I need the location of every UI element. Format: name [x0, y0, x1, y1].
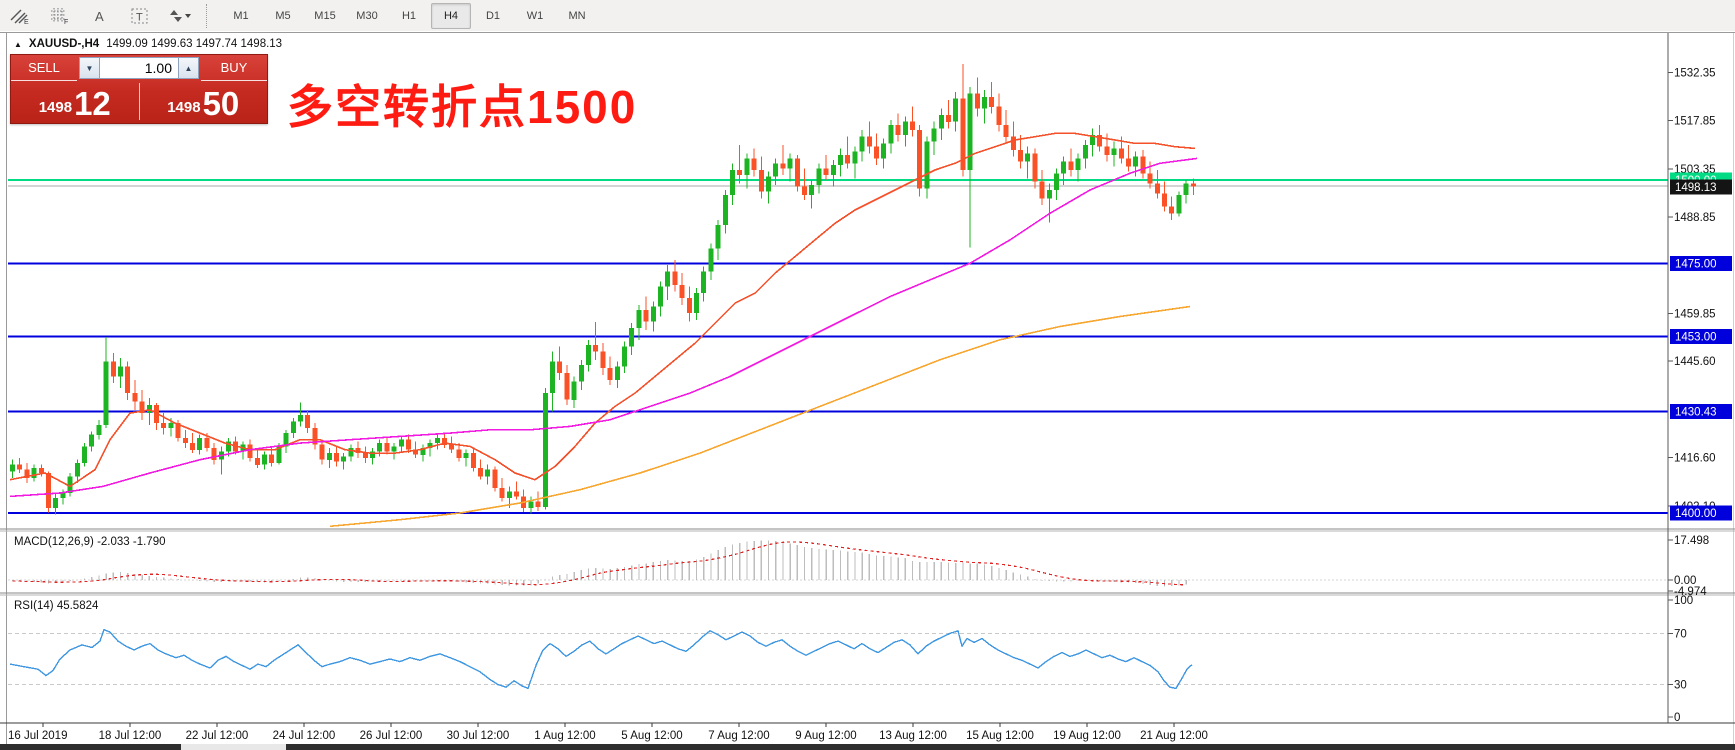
macd-scale-label: 0.00 — [1674, 575, 1696, 587]
price-label-1400.00: 1400.00 — [1670, 505, 1732, 521]
current-price-label: 1498.13 — [1670, 179, 1732, 195]
symbol-name: XAUUSD-,H4 — [28, 38, 100, 50]
toolbar-separator — [206, 3, 214, 28]
volume-input[interactable] — [100, 57, 178, 79]
svg-text:F: F — [64, 19, 68, 25]
chart-canvas[interactable]: 1532.35 1517.85 1503.35 1488.85 1459.85 1445.… — [0, 31, 1735, 750]
volume-spinner: ▼ ▲ — [77, 55, 201, 81]
price-tick-label: 1459.85 — [1674, 309, 1716, 321]
annotation-text: 多空转折点1500 — [287, 81, 638, 133]
time-tick-label: 22 Jul 12:00 — [186, 730, 249, 742]
time-tick-label: 15 Aug 12:00 — [966, 730, 1034, 742]
rsi-scale-label: 70 — [1674, 628, 1687, 640]
buy-button[interactable]: BUY — [201, 55, 267, 81]
buy-price-big: 50 — [202, 85, 240, 122]
time-tick-label: 9 Aug 12:00 — [795, 730, 856, 742]
time-tick-label: 16 Jul 2019 — [8, 730, 67, 742]
svg-text:A: A — [95, 9, 104, 24]
timeframe-group: M1 M5 M15 M30 H1 H4 D1 W1 MN — [220, 2, 598, 29]
timeframe-MN[interactable]: MN — [568, 9, 586, 22]
ohlc-readout: 1499.09 1499.63 1497.74 1498.13 — [106, 38, 283, 50]
price-tick-label: 1517.85 — [1674, 116, 1716, 128]
svg-text:1453.00: 1453.00 — [1675, 332, 1717, 344]
buy-price-small: 1498 — [167, 99, 201, 116]
timeframe-M15[interactable]: M15 — [314, 9, 336, 22]
price-tick-label: 1488.85 — [1674, 212, 1716, 224]
svg-text:T: T — [136, 11, 143, 23]
text-label-icon[interactable]: A — [81, 2, 119, 30]
time-tick-label: 5 Aug 12:00 — [621, 730, 682, 742]
trade-panel-divider — [138, 83, 140, 120]
timeframe-W1[interactable]: W1 — [526, 9, 544, 22]
rsi-scale-label: 30 — [1674, 680, 1687, 692]
macd-scale-label: -4.974 — [1674, 586, 1707, 598]
svg-text:1430.43: 1430.43 — [1675, 407, 1717, 419]
rsi-scale-label: 100 — [1674, 595, 1693, 607]
price-tick-label: 1445.60 — [1674, 356, 1716, 368]
equidistant-channel-icon[interactable]: E — [1, 2, 39, 30]
ma-fast-red — [9, 132, 1196, 488]
top-toolbar: E F A T M1 M5 M15 M30 H1 H4 D1 W1 MN — [0, 0, 1735, 32]
text-tool-icon[interactable]: T — [121, 2, 159, 30]
price-label-1475.00: 1475.00 — [1670, 255, 1732, 271]
time-tick-label: 1 Aug 12:00 — [534, 730, 595, 742]
volume-decrease-button[interactable]: ▼ — [79, 57, 100, 79]
macd-signal-line — [12, 541, 1187, 586]
time-tick-label: 24 Jul 12:00 — [273, 730, 336, 742]
collapse-triangle-icon[interactable]: ▲ — [14, 39, 22, 49]
time-tick-label: 19 Aug 12:00 — [1053, 730, 1121, 742]
svg-text:1400.00: 1400.00 — [1675, 508, 1717, 520]
price-label-1453.00: 1453.00 — [1670, 329, 1732, 344]
time-tick-label: 30 Jul 12:00 — [447, 730, 510, 742]
sell-price[interactable]: 1498 12 — [11, 81, 139, 122]
time-tick-label: 7 Aug 12:00 — [708, 730, 769, 742]
ma-mid-magenta — [9, 157, 1198, 498]
macd-scale-label: 17.498 — [1674, 535, 1709, 547]
timeframe-M30[interactable]: M30 — [356, 9, 378, 22]
sell-button[interactable]: SELL — [11, 55, 77, 81]
svg-text:1498.13: 1498.13 — [1675, 182, 1717, 194]
rsi-scale-label: 0 — [1674, 712, 1680, 724]
sell-price-big: 12 — [74, 85, 111, 122]
one-click-trade-panel: SELL ▼ ▲ BUY 1498 12 1498 50 — [10, 54, 268, 124]
timeframe-M1[interactable]: M1 — [233, 9, 249, 22]
timeframe-M5[interactable]: M5 — [275, 9, 291, 22]
macd-label: MACD(12,26,9) -2.033 -1.790 — [14, 536, 166, 548]
timeframe-D1[interactable]: D1 — [485, 9, 501, 22]
time-tick-label: 13 Aug 12:00 — [879, 730, 947, 742]
rsi-label: RSI(14) 45.5824 — [14, 600, 99, 612]
price-label-1430.43: 1430.43 — [1670, 404, 1732, 420]
timeframe-H1[interactable]: H1 — [401, 9, 417, 22]
sell-price-small: 1498 — [38, 99, 73, 116]
buy-price[interactable]: 1498 50 — [140, 81, 268, 122]
volume-increase-button[interactable]: ▲ — [178, 57, 199, 79]
time-tick-label: 18 Jul 12:00 — [99, 730, 162, 742]
price-tick-label: 1532.35 — [1674, 67, 1716, 79]
symbol-header: ▲ XAUUSD-,H4 1499.09 1499.63 1497.74 149… — [14, 38, 282, 50]
fibonacci-grid-icon[interactable]: F — [41, 2, 79, 30]
price-tick-label: 1416.60 — [1674, 453, 1716, 465]
ma-slow-orange — [329, 305, 1191, 528]
timeframe-H4[interactable]: H4 — [431, 2, 471, 29]
svg-text:1475.00: 1475.00 — [1675, 258, 1717, 270]
time-tick-label: 26 Jul 12:00 — [360, 730, 423, 742]
time-tick-label: 21 Aug 12:00 — [1140, 730, 1208, 742]
arrows-tool-icon[interactable] — [161, 2, 199, 30]
chart-window[interactable]: 1532.35 1517.85 1503.35 1488.85 1459.85 1445.… — [0, 31, 1735, 750]
rsi-line — [9, 628, 1193, 690]
svg-text:E: E — [24, 19, 29, 25]
